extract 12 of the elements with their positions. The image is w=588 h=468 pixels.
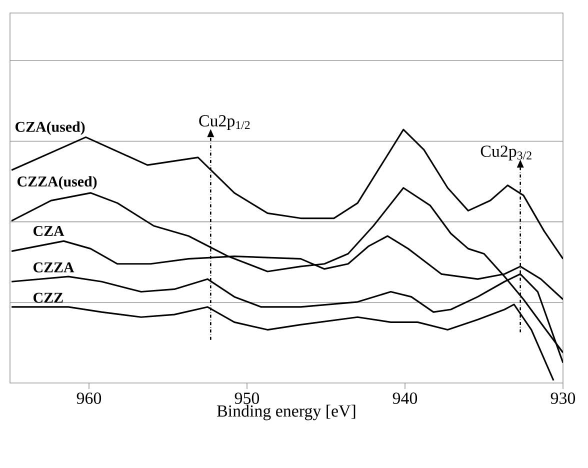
series-label: CZZA(used) (18, 176, 97, 190)
x-tick-label: 950 (234, 392, 260, 404)
x-tick-label: 960 (76, 392, 102, 404)
series-label: CZA (34, 226, 64, 236)
series-label: CZA(used) (16, 121, 85, 135)
ref-line-label: Cu2p$_{3/2}$ (480, 146, 532, 160)
x-tick-label: 930 (550, 392, 576, 404)
ref-line-label: Cu2p$_{1/2}$ (199, 115, 250, 130)
x-axis-title: Binding energy [eV] (217, 404, 356, 420)
series-label: CZZA (34, 262, 74, 272)
series-label: CZZ (34, 292, 63, 303)
x-tick-label: 940 (392, 392, 418, 404)
